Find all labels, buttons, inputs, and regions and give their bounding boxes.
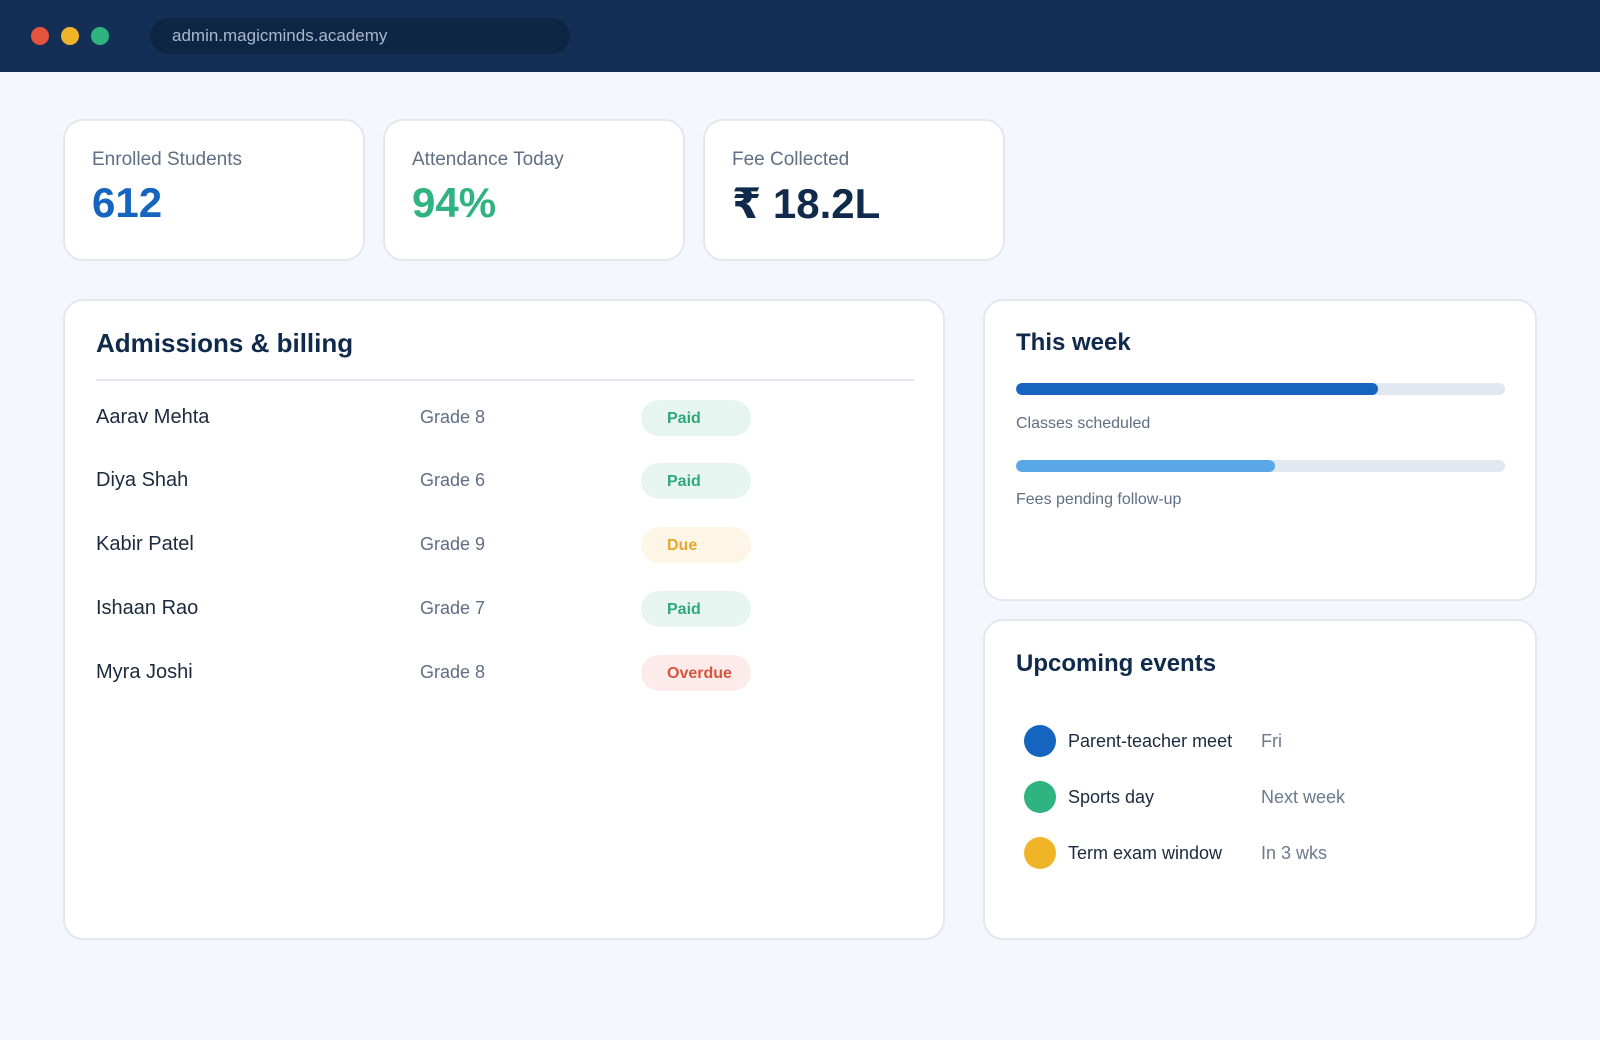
event-item[interactable]: Parent-teacher meet Fri bbox=[1024, 724, 1504, 758]
student-grade: Grade 6 bbox=[420, 470, 486, 490]
admissions-panel: Admissions & billing Aarav Mehta Grade 8… bbox=[63, 299, 945, 940]
classes-progress-bar bbox=[1016, 383, 1505, 395]
divider bbox=[96, 379, 914, 381]
stat-label: Enrolled Students bbox=[92, 149, 242, 170]
student-name: Aarav Mehta bbox=[96, 406, 210, 428]
browser-titlebar: admin.magicminds.academy bbox=[0, 0, 1600, 72]
event-when: Next week bbox=[1261, 787, 1346, 807]
table-row[interactable]: Aarav Mehta Grade 8 Paid bbox=[96, 398, 914, 438]
address-bar[interactable]: admin.magicminds.academy bbox=[150, 18, 570, 54]
stat-value: 94% bbox=[412, 179, 497, 226]
table-row[interactable]: Ishaan Rao Grade 7 Paid bbox=[96, 589, 914, 629]
event-name: Term exam window bbox=[1068, 843, 1223, 863]
event-dot-icon bbox=[1024, 837, 1056, 869]
event-dot-icon bbox=[1024, 725, 1056, 757]
table-row[interactable]: Kabir Patel Grade 9 Due bbox=[96, 525, 914, 565]
student-name: Kabir Patel bbox=[96, 533, 194, 555]
event-name: Sports day bbox=[1068, 787, 1155, 807]
this-week-panel: This week Classes scheduled Fees pending… bbox=[983, 299, 1537, 601]
stat-card-enrolled: Enrolled Students 612 bbox=[63, 119, 365, 261]
stat-value: ₹ 18.2L bbox=[732, 180, 881, 227]
status-badge: Paid bbox=[641, 400, 751, 436]
student-grade: Grade 8 bbox=[420, 407, 486, 427]
stat-card-fees: Fee Collected ₹ 18.2L bbox=[703, 119, 1005, 261]
progress-fill bbox=[1016, 383, 1378, 395]
event-item[interactable]: Sports day Next week bbox=[1024, 780, 1504, 814]
upcoming-events-title: Upcoming events bbox=[1016, 650, 1217, 677]
close-window-button[interactable] bbox=[31, 27, 49, 45]
table-row[interactable]: Myra Joshi Grade 8 Overdue bbox=[96, 653, 914, 693]
upcoming-events-panel: Upcoming events Parent-teacher meet Fri … bbox=[983, 619, 1537, 940]
stat-value: 612 bbox=[92, 179, 163, 226]
status-badge: Due bbox=[641, 527, 751, 563]
student-grade: Grade 9 bbox=[420, 534, 486, 554]
event-when: Fri bbox=[1261, 731, 1282, 751]
admissions-title: Admissions & billing bbox=[96, 328, 354, 358]
event-when: In 3 wks bbox=[1261, 843, 1328, 863]
this-week-title: This week bbox=[1016, 329, 1131, 356]
stat-label: Attendance Today bbox=[412, 149, 564, 170]
status-badge: Overdue bbox=[641, 655, 751, 691]
student-name: Myra Joshi bbox=[96, 661, 193, 683]
maximize-window-button[interactable] bbox=[91, 27, 109, 45]
student-grade: Grade 7 bbox=[420, 598, 486, 618]
event-item[interactable]: Term exam window In 3 wks bbox=[1024, 836, 1504, 870]
fees-progress-bar bbox=[1016, 460, 1505, 472]
student-name: Ishaan Rao bbox=[96, 597, 199, 619]
progress-label: Fees pending follow-up bbox=[1016, 491, 1182, 508]
progress-fill bbox=[1016, 460, 1276, 472]
stat-label: Fee Collected bbox=[732, 149, 850, 170]
student-name: Diya Shah bbox=[96, 469, 189, 491]
student-grade: Grade 8 bbox=[420, 662, 486, 682]
event-dot-icon bbox=[1024, 781, 1056, 813]
minimize-window-button[interactable] bbox=[61, 27, 79, 45]
status-badge: Paid bbox=[641, 591, 751, 627]
event-name: Parent-teacher meet bbox=[1068, 731, 1233, 751]
progress-label: Classes scheduled bbox=[1016, 415, 1151, 432]
status-badge: Paid bbox=[641, 463, 751, 499]
table-row[interactable]: Diya Shah Grade 6 Paid bbox=[96, 461, 914, 501]
stat-card-attendance: Attendance Today 94% bbox=[383, 119, 685, 261]
